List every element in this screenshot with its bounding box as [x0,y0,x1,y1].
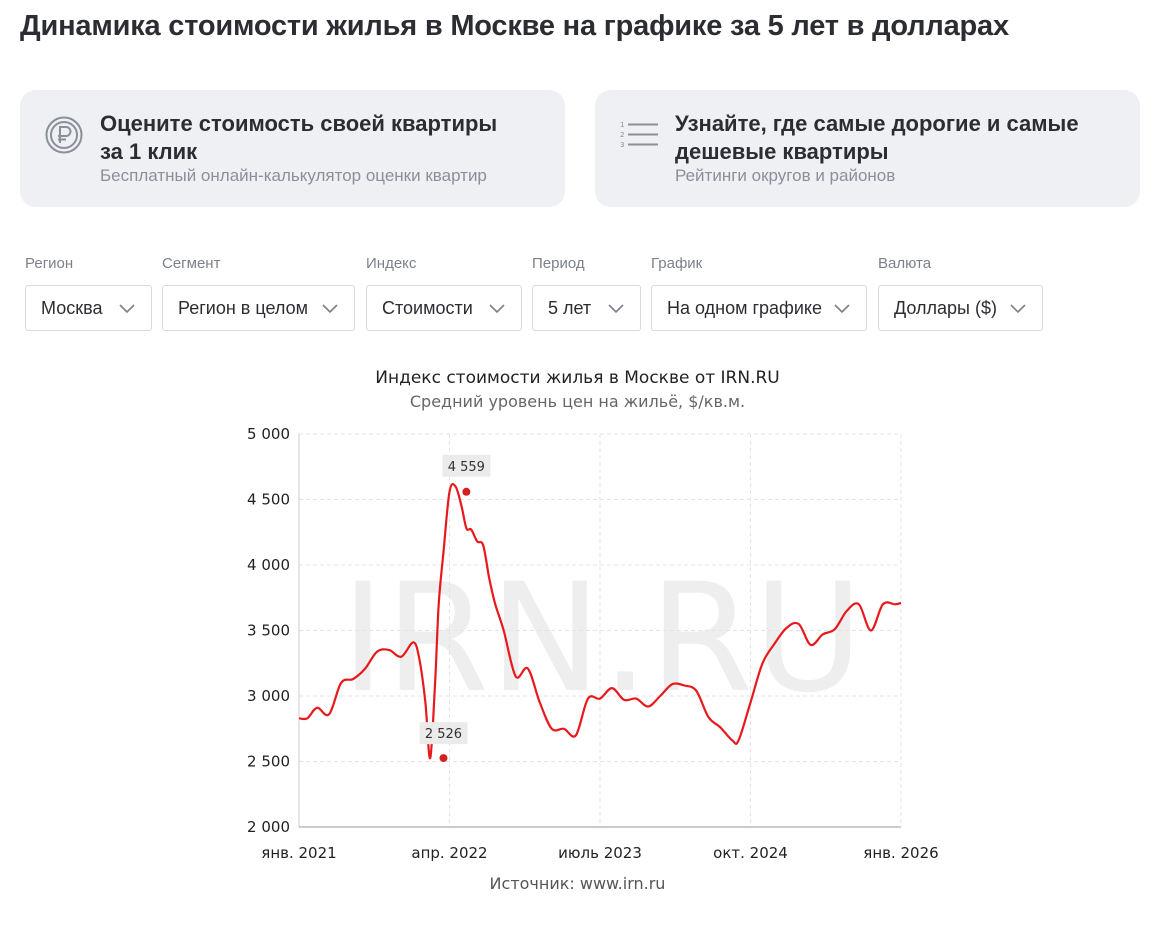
chevron-down-icon [489,304,505,314]
y-tick-label: 4 000 [247,556,290,574]
page-title: Динамика стоимости жилья в Москве на гра… [20,10,1009,42]
annotation-box [442,454,491,477]
region-select[interactable]: Москва [25,285,152,331]
annotation-point [462,487,471,496]
period-select[interactable]: 5 лет [532,285,641,331]
annotation-point [439,754,448,763]
chevron-down-icon [322,304,338,314]
chart-mode-select-value: На одном графике [667,297,822,318]
y-tick-label: 2 000 [247,818,290,836]
y-tick-label: 5 000 [247,425,290,443]
svg-text:2: 2 [620,131,624,139]
annotation-label: 4 559 [448,460,485,475]
currency-select[interactable]: Доллары ($) [878,285,1043,331]
numbered-list-icon: 1 2 3 [620,121,658,149]
watermark: IRN.RU [341,552,863,726]
series-line [298,483,902,760]
chart-mode-label: График [651,255,703,272]
x-tick-label: окт. 2024 [713,844,788,862]
card-subtitle: Бесплатный онлайн-калькулятор оценки ква… [100,166,487,185]
segment-select[interactable]: Регион в целом [162,285,355,331]
chart-mode-select[interactable]: На одном графике [651,285,867,331]
card-title: Узнайте, где самые дорогие и самые дешев… [675,111,1079,164]
chart-title: Индекс стоимости жилья в Москве от IRN.R… [375,368,780,388]
currency-label: Валюта [878,255,932,272]
period-label: Период [532,255,585,272]
y-tick-label: 2 500 [247,753,290,771]
chart-subtitle: Средний уровень цен на жильё, $/кв.м. [409,392,746,411]
y-tick-label: 3 500 [247,622,290,640]
currency-select-value: Доллары ($) [894,297,997,318]
chart-source: Источник: www.irn.ru [489,874,666,893]
annotation-label: 2 526 [425,727,462,742]
x-tick-label: апр. 2022 [411,844,487,862]
index-select-value: Стоимости [382,297,473,318]
chevron-down-icon [834,304,850,314]
y-tick-label: 3 000 [247,687,290,705]
chevron-down-icon [1010,304,1026,314]
card-subtitle: Рейтинги округов и районов [675,166,896,185]
segment-label: Сегмент [162,255,221,272]
x-tick-label: янв. 2026 [863,844,938,862]
card-title: Оцените стоимость своей квартиры за 1 кл… [100,111,498,164]
region-label: Регион [25,255,74,272]
region-select-value: Москва [41,297,103,318]
index-select[interactable]: Стоимости [366,285,522,331]
chevron-down-icon [608,304,624,314]
x-tick-label: янв. 2021 [261,844,336,862]
chevron-down-icon [119,304,135,314]
y-tick-label: 4 500 [247,491,290,509]
district-ratings-card[interactable]: 1 2 3 Узнайте, где самые дорогие и самые… [595,90,1140,207]
index-label: Индекс [366,255,417,272]
ruble-coin-icon [45,116,83,154]
x-tick-label: июль 2023 [558,844,642,862]
apartment-valuation-card[interactable]: Оцените стоимость своей квартиры за 1 кл… [20,90,565,207]
period-select-value: 5 лет [548,297,592,318]
svg-text:3: 3 [620,141,624,149]
annotation-box [419,722,468,745]
segment-select-value: Регион в целом [178,297,308,318]
svg-text:1: 1 [620,121,624,129]
